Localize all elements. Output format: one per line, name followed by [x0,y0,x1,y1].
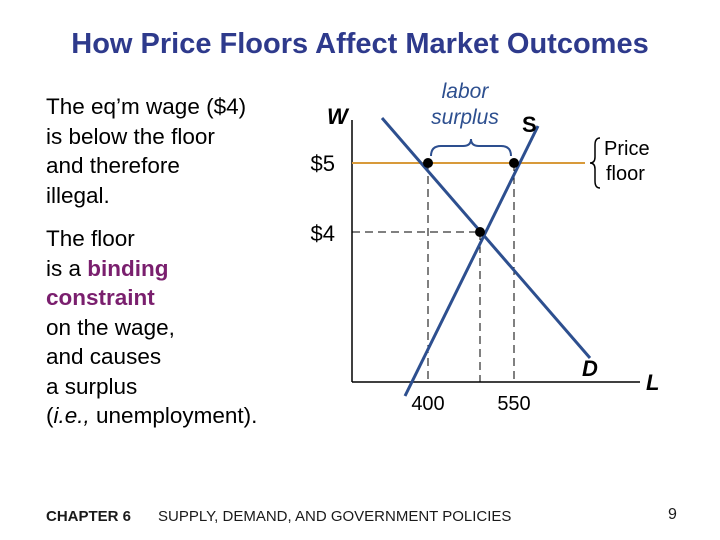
paragraph-binding-constraint: The floor is a binding constraint on the… [46,224,257,431]
price-floor-brace [589,137,601,189]
slide-title: How Price Floors Affect Market Outcomes [71,28,649,60]
surplus-brace [430,138,512,157]
footer-chapter: CHAPTER 6 [46,508,132,525]
paragraph-line: The eq’m wage ($4) [46,94,247,119]
paragraph-line: and causes [46,344,162,369]
surplus-label-line1: labor [442,80,490,103]
paragraph-line: is below the floor [46,123,215,149]
page-number: 9 [668,506,677,523]
footer-title: SUPPLY, DEMAND, AND GOVERNMENT POLICIES [158,508,512,525]
constraint-word: constraint [46,285,155,310]
paragraph-line: The floor [46,226,135,251]
price-floor-label-line2: floor [606,163,645,185]
quantity-demanded-label: 400 [411,393,444,415]
paragraph-line: on the wage, [46,314,175,340]
quantity-supplied-point [509,158,519,168]
supply-curve [403,125,540,397]
paragraph-line: is a binding [46,254,257,284]
x-axis-label: L [646,370,659,395]
surplus-label-line2: surplus [431,106,499,129]
quantity-supplied-label: 550 [497,393,530,415]
price-floor-label-line1: Price [604,138,650,160]
paragraph-line: constraint [46,283,257,313]
paragraph-text: is a [46,255,88,281]
demand-curve [380,117,592,359]
floor-price-label: $5 [311,151,335,176]
eq-price-label: $4 [311,221,335,246]
paragraph-italic: i.e., [53,403,90,428]
demand-label: D [582,356,598,381]
paragraph-line: and therefore [46,153,180,178]
paragraph-line: a surplus [46,373,138,399]
quantity-demanded-point [423,158,433,168]
y-axis-label: W [327,104,350,129]
paragraph-line: (i.e., unemployment). [46,403,258,428]
paragraph-text: unemployment). [89,403,258,428]
paragraph-eq-wage: The eq’m wage ($4) is below the floor an… [46,92,246,210]
equilibrium-point [475,227,485,237]
supply-label: S [522,112,537,137]
paragraph-line: illegal. [46,182,110,208]
binding-word: binding [87,255,169,281]
